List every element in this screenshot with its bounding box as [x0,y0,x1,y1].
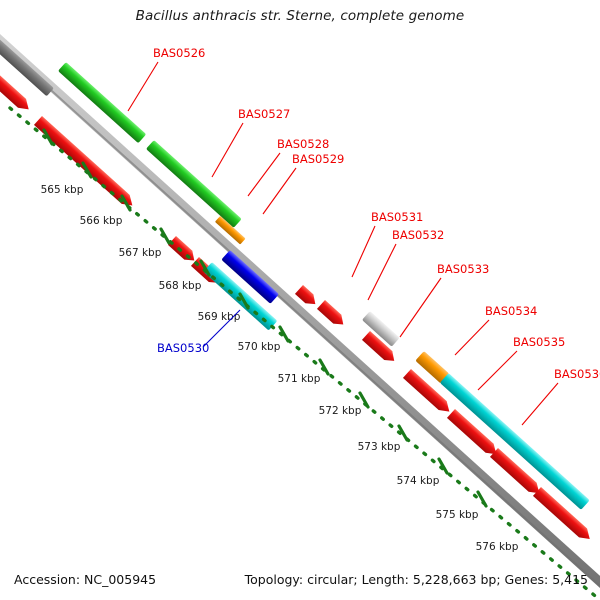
gene-arrow[interactable] [446,409,500,459]
gene-leader-line [202,309,241,348]
gene-leader-line [247,152,281,197]
gene-leader-line [399,277,442,338]
coordinate-ruler[interactable] [8,106,600,600]
feature-bar-green[interactable] [146,140,242,228]
gene-leader-line [367,243,397,301]
ruler-tick-label: 567 kbp [119,247,162,259]
gene-arrow[interactable] [316,300,347,329]
gene-label-bas0532[interactable]: BAS0532 [392,228,444,242]
gene-arrow[interactable] [0,52,33,114]
ruler-tick-label: 566 kbp [80,215,123,227]
page-title: Bacillus anthracis str. Sterne, complete… [135,8,465,24]
ruler-tick-label: 572 kbp [319,405,362,417]
gene-leader-line [262,167,297,215]
gene-label-bas0528[interactable]: BAS0528 [277,137,329,151]
gene-leader-line [454,319,490,356]
gene-leader-line [351,225,376,278]
gene-label-bas0527[interactable]: BAS0527 [238,107,290,121]
genome-backbone[interactable] [0,22,600,600]
gene-label-bas0536[interactable]: BAS0536 [554,367,600,381]
ruler-tick-labels: 565 kbp 566 kbp 567 kbp 568 kbp 569 kbp 570 k… [41,184,519,553]
gene-label-bas0534[interactable]: BAS0534 [485,304,537,318]
gene-leader-line [211,122,244,178]
gene-arrow[interactable] [33,116,136,210]
gene-arrow[interactable] [402,369,453,416]
ruler-tick-label: 570 kbp [238,341,281,353]
gene-arrow[interactable] [489,448,543,498]
ruler-tick-label: 569 kbp [198,311,241,323]
gene-arrow[interactable] [532,487,594,543]
feature-bar-silver[interactable] [362,311,400,347]
ruler-major-ticks [42,128,488,508]
ruler-tick-label: 576 kbp [476,541,519,553]
ruler-tick-label: 565 kbp [41,184,84,196]
gene-arrow[interactable] [294,285,319,309]
feature-bar-cyan[interactable] [440,373,590,510]
ruler-tick-label: 574 kbp [397,475,440,487]
gene-leader-line [477,350,518,391]
ruler-tick-label: 568 kbp [159,280,202,292]
feature-bar-gray[interactable] [0,36,54,96]
feature-bar-orange[interactable] [415,351,449,383]
gene-label-bas0530[interactable]: BAS0530 [157,341,209,355]
feature-bar-green[interactable] [58,62,146,143]
gene-label-bas0531[interactable]: BAS0531 [371,210,423,224]
gene-arrow[interactable] [361,331,398,365]
feature-bar-orange[interactable] [215,216,246,245]
gene-leader-line [127,61,159,112]
ruler-tick-label: 571 kbp [278,373,321,385]
gene-arrow[interactable] [167,236,198,265]
gene-label-bas0526[interactable]: BAS0526 [153,46,205,60]
ruler-tick-label: 573 kbp [358,441,401,453]
feature-bar-blue[interactable] [221,250,279,304]
gene-label-bas0533[interactable]: BAS0533 [437,262,489,276]
genome-summary-text: Topology: circular; Length: 5,228,663 bp… [244,572,588,587]
feature-bar-group[interactable] [58,62,590,510]
gene-label-bas0529[interactable]: BAS0529 [292,152,344,166]
accession-text: Accession: NC_005945 [14,572,157,587]
gene-label-bas0535[interactable]: BAS0535 [513,335,565,349]
ruler-tick-label: 575 kbp [436,509,479,521]
gene-leader-line [521,382,559,426]
gene-arrow-group[interactable] [0,52,594,543]
